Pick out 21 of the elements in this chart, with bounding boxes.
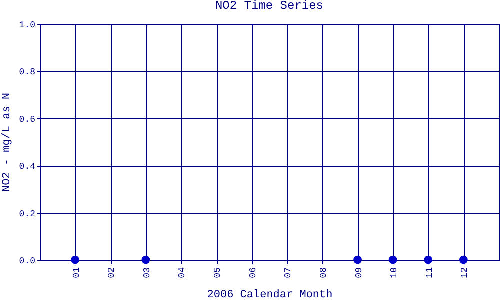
y-tick-label: 0.6 [19, 114, 36, 125]
chart-title: NO2 Time Series [215, 0, 324, 13]
x-tick-label: 04 [178, 268, 188, 278]
x-tick-label: 06 [248, 268, 258, 278]
x-tick-label: 08 [318, 268, 329, 278]
x-tick-label: 10 [390, 268, 400, 278]
x-tick-label: 12 [460, 268, 470, 278]
x-tick-label: 09 [354, 268, 364, 278]
x-tick-label: 02 [107, 268, 118, 278]
x-tick-label: 11 [424, 268, 435, 278]
x-tick-label: 03 [142, 268, 152, 278]
y-tick-label: 0.0 [19, 256, 36, 266]
x-tick-label: 07 [284, 268, 294, 278]
x-tick-label: 05 [213, 268, 224, 278]
y-axis-title: NO2 - mg/L as N [1, 92, 14, 192]
x-tick-label: 01 [72, 268, 82, 278]
x-axis-title: 2006 Calendar Month [207, 289, 333, 300]
y-tick-label: 1.0 [19, 20, 36, 30]
y-tick-label: 0.8 [19, 68, 36, 78]
y-tick-label: 0.4 [19, 162, 36, 172]
y-tick-label: 0.2 [19, 209, 36, 220]
